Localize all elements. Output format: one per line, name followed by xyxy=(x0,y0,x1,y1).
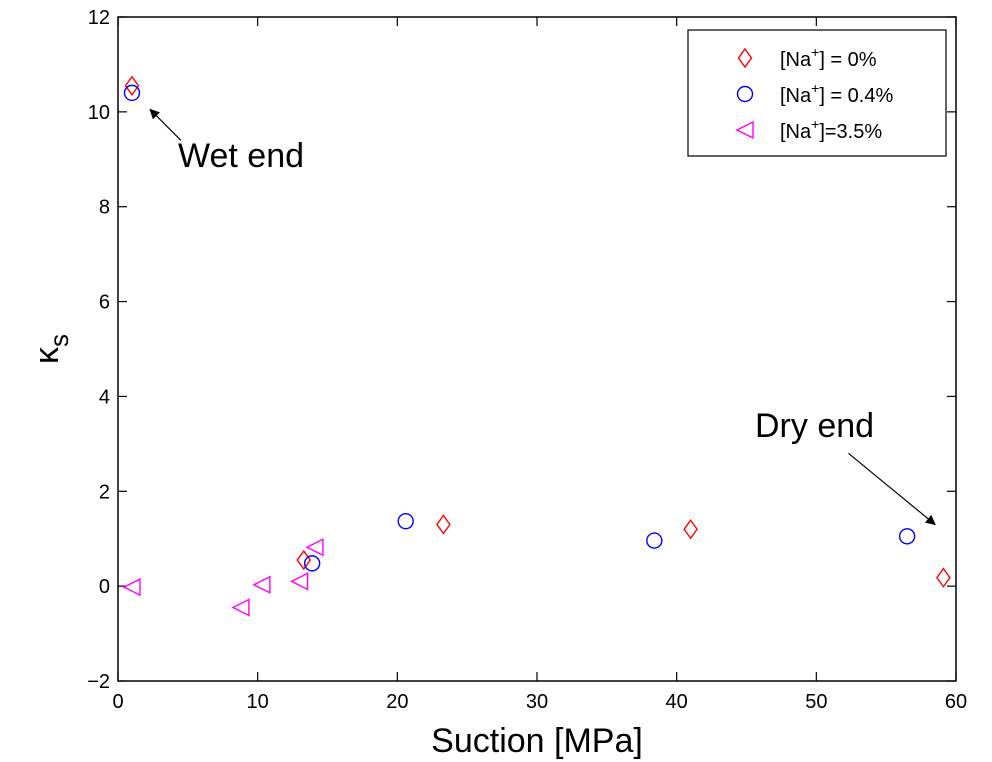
x-tick-label: 10 xyxy=(247,691,269,713)
x-tick-label: 60 xyxy=(945,691,967,713)
x-axis: 0 10 20 30 40 50 60 xyxy=(112,17,967,713)
x-tick-label: 30 xyxy=(526,691,548,713)
data-point xyxy=(898,528,916,545)
y-axis-title-subscript: s xyxy=(44,334,74,347)
y-tick-label: 0 xyxy=(99,576,110,598)
x-tick-label: 20 xyxy=(386,691,408,713)
data-point xyxy=(303,555,321,572)
data-point xyxy=(124,75,140,96)
data-point xyxy=(936,567,951,588)
x-tick-label: 40 xyxy=(666,691,688,713)
legend-label: [Na+] = 0% xyxy=(780,44,877,71)
data-point xyxy=(305,538,324,557)
y-tick-label: 4 xyxy=(99,386,110,408)
x-tick-label: 0 xyxy=(112,691,123,713)
data-point xyxy=(397,512,414,530)
data-point xyxy=(646,532,663,549)
y-axis-title: κs xyxy=(28,334,74,364)
annotation-arrow xyxy=(149,108,182,141)
y-tick-label: −2 xyxy=(87,671,110,693)
y-tick-label: 10 xyxy=(88,102,110,124)
x-axis-title: Suction [MPa] xyxy=(431,722,643,760)
svg-text:κs: κs xyxy=(28,334,74,364)
data-point xyxy=(290,572,309,591)
y-tick-label: 12 xyxy=(88,7,110,29)
data-points xyxy=(122,75,951,617)
legend-label: [Na+] = 0.4% xyxy=(780,80,893,107)
y-axis-title-main: κ xyxy=(28,346,66,364)
legend-marker xyxy=(737,47,753,69)
legend-label: [Na+]=3.5% xyxy=(780,116,882,143)
y-tick-label: 6 xyxy=(99,292,110,314)
legend: [Na+] = 0% [Na+] = 0.4% [Na+]=3.5% xyxy=(687,29,947,157)
legend-box xyxy=(687,29,947,157)
annotation-arrow xyxy=(848,452,936,526)
data-point xyxy=(436,514,451,535)
y-tick-label: 2 xyxy=(99,481,110,503)
x-tick-label: 50 xyxy=(805,691,827,713)
annotation-label: Wet end xyxy=(178,137,304,175)
annotation-label: Dry end xyxy=(755,407,874,445)
annotations: Wet end Dry end xyxy=(149,108,936,526)
data-point xyxy=(683,519,698,540)
legend-marker xyxy=(736,85,754,103)
data-point xyxy=(252,575,271,594)
data-point xyxy=(231,598,250,617)
y-axis: −2 0 2 4 6 8 10 12 xyxy=(87,7,956,693)
data-point xyxy=(122,577,141,597)
y-tick-label: 8 xyxy=(99,197,110,219)
legend-marker xyxy=(735,120,754,140)
data-point xyxy=(123,84,141,102)
